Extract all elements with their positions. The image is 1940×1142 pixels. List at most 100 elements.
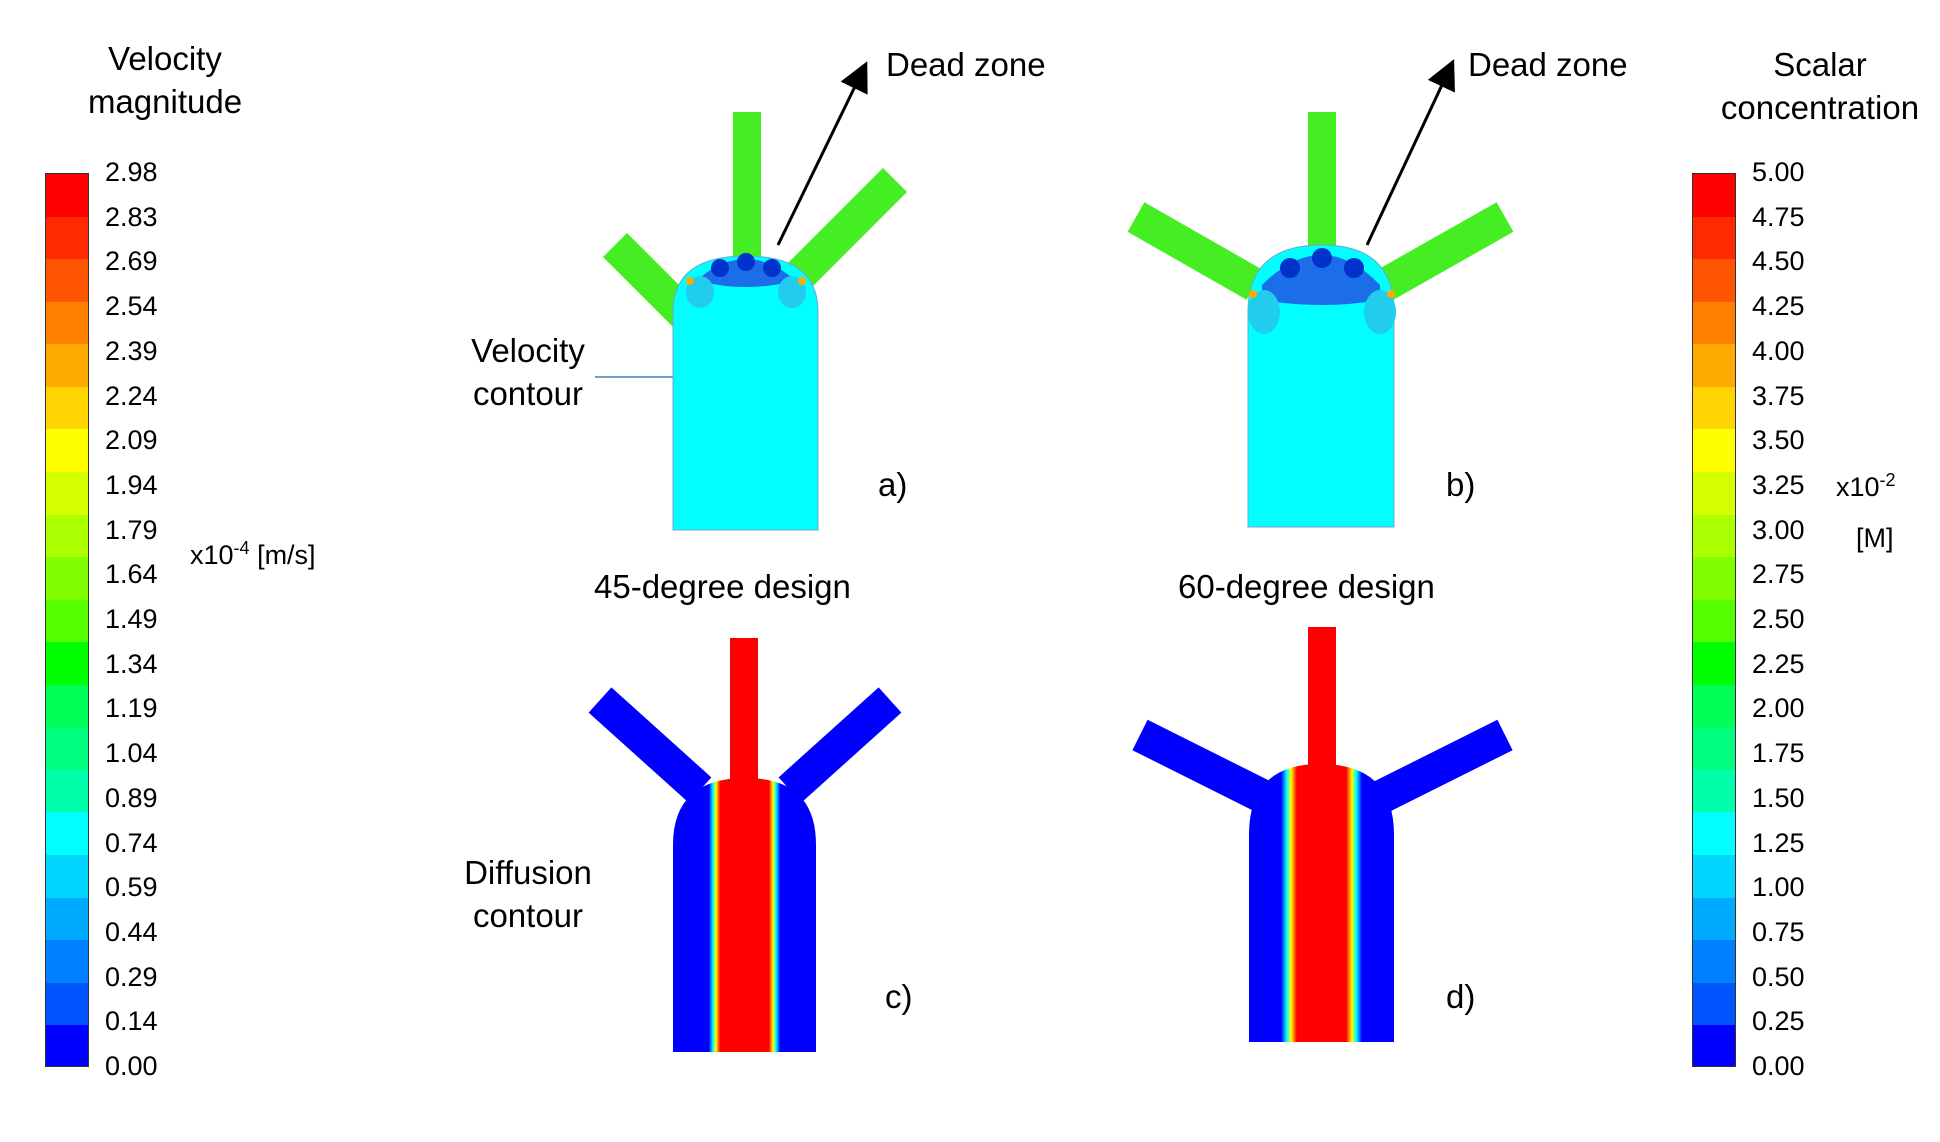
- concentration-tick-label: 3.75: [1752, 380, 1805, 411]
- panel-c-diffusion-45: [588, 638, 902, 1052]
- concentration-legend-title-line1: Scalar: [1773, 46, 1867, 83]
- velocity-tick-label: 0.59: [105, 872, 158, 903]
- velocity-color-segment: [46, 1025, 88, 1066]
- panel-a-velocity-45: [602, 112, 908, 531]
- concentration-color-segment: [1693, 386, 1735, 430]
- panel-label-b: b): [1446, 466, 1476, 503]
- velocity-color-segment: [46, 599, 88, 643]
- concentration-color-segment: [1693, 301, 1735, 345]
- concentration-tick-label: 3.50: [1752, 425, 1805, 456]
- concentration-color-segment: [1693, 429, 1735, 472]
- velocity-legend-title-line2: magnitude: [87, 82, 243, 120]
- concentration-tick-label: 1.75: [1752, 738, 1805, 769]
- concentration-tick-label: 3.00: [1752, 514, 1805, 545]
- velocity-contour-line2: contour: [472, 374, 584, 412]
- panel-label-d: d): [1446, 978, 1476, 1015]
- concentration-color-segment: [1693, 684, 1735, 728]
- design-45-label: 45-degree design: [594, 568, 851, 605]
- panel-d-diffusion-60: [1132, 627, 1513, 1042]
- concentration-color-segment: [1693, 259, 1735, 302]
- dead-zone-arrow-b: [1365, 59, 1455, 246]
- concentration-color-segment: [1693, 769, 1735, 813]
- dead-zone-label-b: Dead zone: [1468, 46, 1628, 83]
- concentration-color-segment: [1693, 344, 1735, 387]
- concentration-tick-label: 1.25: [1752, 827, 1805, 858]
- concentration-color-segment: [1693, 855, 1735, 898]
- concentration-tick-label: 2.75: [1752, 559, 1805, 590]
- concentration-color-segment: [1693, 1025, 1735, 1066]
- concentration-unit-molar: [M]: [1856, 523, 1894, 553]
- concentration-color-segment: [1693, 982, 1735, 1026]
- panel-label-c: c): [885, 978, 913, 1015]
- panel-label-a: a): [878, 466, 908, 503]
- concentration-tick-label: 4.00: [1752, 335, 1805, 366]
- velocity-tick-label: 2.39: [105, 335, 158, 366]
- velocity-color-segment: [46, 259, 88, 302]
- design-60-label: 60-degree design: [1178, 568, 1435, 605]
- concentration-tick-label: 2.25: [1752, 648, 1805, 679]
- velocity-color-segment: [46, 557, 88, 600]
- dead-zone-arrow-a: [776, 61, 868, 246]
- velocity-unit-prefix: x10: [190, 540, 234, 570]
- concentration-color-segment: [1693, 940, 1735, 983]
- velocity-tick-label: 2.09: [105, 425, 158, 456]
- concentration-color-segment: [1693, 727, 1735, 770]
- concentration-tick-label: 4.50: [1752, 246, 1805, 277]
- velocity-color-segment: [46, 174, 88, 217]
- concentration-tick-label: 2.50: [1752, 604, 1805, 634]
- concentration-tick-label: 5.00: [1752, 157, 1805, 187]
- velocity-unit-exponent: -4: [233, 538, 250, 558]
- velocity-tick-label: 2.54: [105, 291, 158, 322]
- concentration-color-segment: [1693, 599, 1735, 643]
- velocity-color-segment: [46, 514, 88, 558]
- velocity-tick-label: 0.00: [105, 1051, 158, 1081]
- velocity-tick-label: 1.49: [105, 604, 158, 634]
- velocity-color-segment: [46, 855, 88, 898]
- concentration-tick-label: 1.50: [1752, 782, 1805, 813]
- concentration-tick-label: 0.50: [1752, 961, 1805, 992]
- velocity-tick-label: 0.89: [105, 782, 158, 813]
- concentration-tick-label: 4.75: [1752, 201, 1805, 232]
- concentration-color-segment: [1693, 471, 1735, 515]
- concentration-tick-label: 0.75: [1752, 916, 1805, 947]
- velocity-tick-label: 1.79: [105, 514, 158, 545]
- velocity-color-segment: [46, 216, 88, 260]
- concentration-tick-label: 2.00: [1752, 693, 1805, 724]
- concentration-tick-label: 4.25: [1752, 291, 1805, 322]
- velocity-color-segment: [46, 301, 88, 345]
- velocity-tick-label: 0.44: [105, 916, 158, 947]
- concentration-unit: x10-2: [1836, 470, 1896, 503]
- velocity-tick-label: 1.19: [105, 693, 158, 724]
- velocity-color-segment: [46, 982, 88, 1026]
- concentration-color-segment: [1693, 812, 1735, 855]
- velocity-color-segment: [46, 769, 88, 813]
- velocity-tick-label: 2.24: [105, 380, 158, 411]
- velocity-legend-title: Velocity magnitude: [70, 38, 260, 124]
- concentration-unit-exponent: -2: [1879, 470, 1896, 490]
- concentration-color-segment: [1693, 897, 1735, 941]
- velocity-tick-label: 1.04: [105, 738, 158, 769]
- velocity-color-segment: [46, 812, 88, 855]
- dead-zone-label-a: Dead zone: [886, 46, 1046, 83]
- concentration-color-segment: [1693, 642, 1735, 685]
- concentration-color-segment: [1693, 174, 1735, 217]
- velocity-tick-label: 1.34: [105, 648, 158, 679]
- velocity-tick-label: 0.29: [105, 961, 158, 992]
- velocity-color-segment: [46, 429, 88, 472]
- concentration-color-segment: [1693, 216, 1735, 260]
- panel-b-velocity-60: [1127, 112, 1514, 528]
- velocity-colorbar: [45, 173, 89, 1067]
- concentration-color-segment: [1693, 557, 1735, 600]
- velocity-color-segment: [46, 344, 88, 387]
- velocity-unit: x10-4 [m/s]: [190, 538, 316, 571]
- velocity-unit-suffix: [m/s]: [249, 540, 316, 570]
- velocity-tick-label: 2.98: [105, 157, 158, 187]
- velocity-tick-label: 0.74: [105, 827, 158, 858]
- concentration-color-segment: [1693, 514, 1735, 558]
- velocity-tick-label: 2.83: [105, 201, 158, 232]
- concentration-unit-prefix: x10: [1836, 472, 1880, 502]
- diffusion-contour-line1: Diffusion: [464, 854, 592, 891]
- velocity-legend-title-line1: Velocity: [108, 40, 222, 77]
- concentration-colorbar: [1692, 173, 1736, 1067]
